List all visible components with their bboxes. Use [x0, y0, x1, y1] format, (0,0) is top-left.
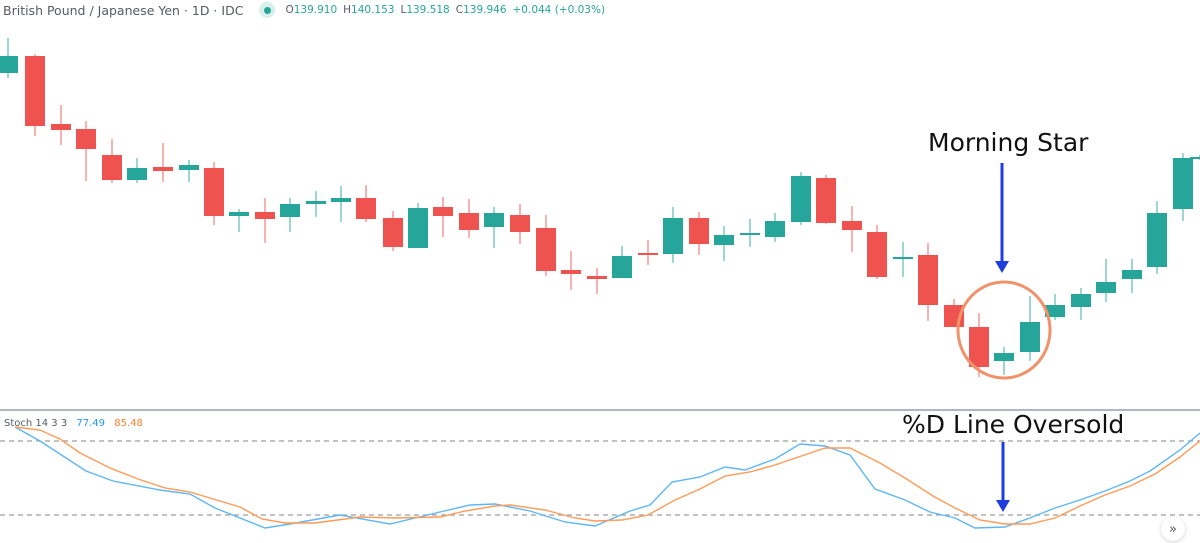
stoch-lines [14, 426, 1200, 529]
candle-body [1122, 270, 1142, 279]
candle-body [816, 178, 836, 223]
morning-star-arrow-icon [995, 163, 1009, 273]
stoch-k-value: 77.49 [76, 418, 106, 429]
chart-header: British Pound / Japanese Yen · 1D · IDC … [0, 0, 611, 20]
ohlc-high: H140.153 [343, 4, 395, 16]
stoch-k-line [14, 426, 1200, 529]
candle-body [893, 257, 913, 259]
candle-body [994, 353, 1014, 361]
candle-body [356, 198, 376, 219]
candle-body [587, 276, 607, 279]
candle-body [867, 232, 887, 277]
candle-body [561, 270, 581, 274]
candle-body [408, 208, 428, 248]
candle-body [127, 168, 147, 180]
annotation-overlays [956, 163, 1052, 512]
candle-body [306, 201, 326, 204]
candle-body [433, 207, 453, 216]
ohlc-close: C139.946 [455, 4, 507, 16]
candle-body [331, 198, 351, 202]
candle-body [76, 129, 96, 149]
market-status-icon [259, 2, 276, 18]
candle-body [536, 228, 556, 271]
stoch-name[interactable]: Stoch 14 3 3 [4, 418, 68, 429]
stoch-levels [0, 440, 1200, 516]
candle-body [153, 167, 173, 171]
scroll-to-realtime-button[interactable]: » [1161, 517, 1185, 541]
ohlc-open: O139.910 [285, 4, 338, 16]
candle-body [1173, 158, 1193, 209]
ohlc-low: L139.518 [400, 4, 450, 16]
candle-body [918, 255, 938, 305]
candle-body [204, 168, 224, 216]
candle-body [663, 218, 683, 254]
candle-body [51, 124, 71, 130]
morning-star-highlight-circle [956, 280, 1052, 380]
oversold-label: %D Line Oversold [902, 410, 1125, 439]
candle-body [255, 212, 275, 219]
candle-body [638, 253, 658, 255]
pane-divider[interactable] [0, 409, 1200, 411]
candle-body [1020, 322, 1040, 352]
candle-body [1071, 294, 1091, 307]
ohlc-change: +0.044 (+0.03%) [512, 4, 606, 16]
candlestick-series [0, 38, 1200, 377]
candle-body [0, 56, 18, 73]
double-chevron-right-icon: » [1169, 521, 1177, 537]
stoch-legend: Stoch 14 3 3 77.49 85.48 [4, 418, 143, 429]
candle-body [383, 218, 403, 247]
candle-body [1045, 305, 1065, 317]
candle-body [510, 215, 530, 232]
candle-body [1147, 213, 1167, 267]
candle-body [25, 56, 45, 126]
candle-body [1096, 282, 1116, 293]
symbol-title[interactable]: British Pound / Japanese Yen · 1D · IDC [3, 2, 244, 18]
candle-body [765, 221, 785, 237]
morning-star-label: Morning Star [928, 128, 1089, 157]
oversold-arrow-icon [996, 442, 1010, 512]
stoch-d-value: 85.48 [114, 418, 143, 429]
candle-body [1190, 157, 1200, 159]
candle-body [612, 256, 632, 278]
stoch-d-line [14, 426, 1200, 525]
candle-body [791, 176, 811, 222]
candle-body [102, 155, 122, 180]
candle-body [179, 165, 199, 170]
candle-body [280, 204, 300, 217]
candle-body [740, 233, 760, 235]
candle-body [842, 221, 862, 230]
candle-body [714, 235, 734, 245]
candle-body [229, 212, 249, 216]
candle-body [689, 218, 709, 244]
candle-body [484, 213, 504, 227]
candle-body [969, 327, 989, 367]
candle-body [459, 213, 479, 230]
